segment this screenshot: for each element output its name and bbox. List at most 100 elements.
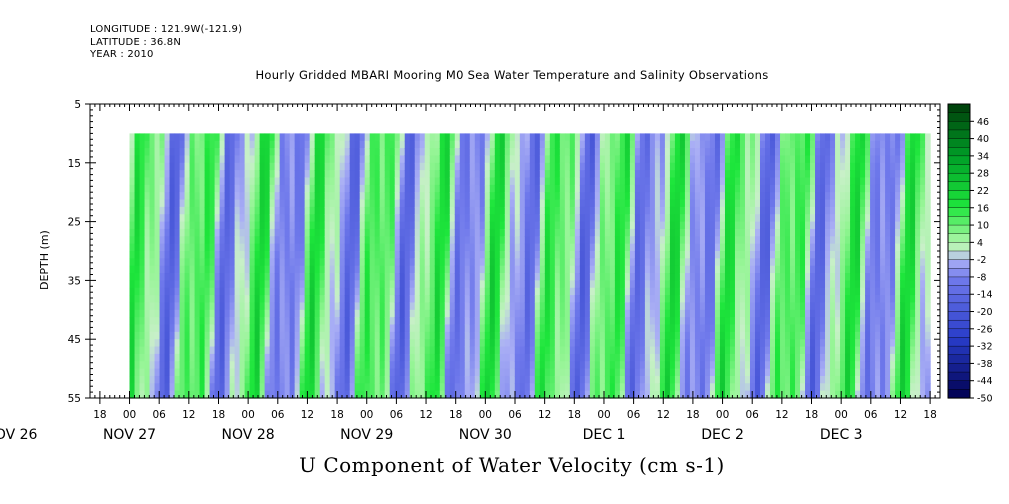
heatmap-cell: [429, 368, 436, 377]
heatmap-cell: [659, 339, 666, 348]
heatmap-cell: [289, 162, 296, 171]
heatmap-cell: [344, 228, 351, 237]
heatmap-cell: [354, 236, 361, 245]
heatmap-cell: [689, 324, 696, 333]
heatmap-cell: [334, 302, 341, 311]
heatmap-cell: [244, 309, 251, 318]
heatmap-cell: [554, 295, 561, 304]
heatmap-cell: [324, 192, 331, 201]
heatmap-cell: [154, 368, 161, 377]
heatmap-cell: [189, 339, 196, 348]
heatmap-cell: [134, 368, 141, 377]
heatmap-cell: [374, 309, 381, 318]
heatmap-cell: [674, 339, 681, 348]
heatmap-cell: [539, 339, 546, 348]
heatmap-cell: [704, 184, 711, 193]
heatmap-cell: [424, 302, 431, 311]
heatmap-cell: [149, 324, 156, 333]
heatmap-cell: [399, 184, 406, 193]
heatmap-cell: [354, 214, 361, 223]
heatmap-cell: [269, 331, 276, 340]
heatmap-cell: [399, 280, 406, 289]
heatmap-cell: [509, 346, 516, 355]
heatmap-cell: [249, 192, 256, 201]
heatmap-cell: [704, 148, 711, 157]
heatmap-cell: [800, 265, 806, 274]
heatmap-cell: [624, 353, 631, 362]
heatmap-cell: [294, 258, 301, 267]
heatmap-cell: [164, 280, 171, 289]
heatmap-cell: [529, 375, 536, 384]
heatmap-cell: [474, 302, 481, 311]
heatmap-cell: [359, 177, 366, 186]
heatmap-cell: [614, 331, 621, 340]
heatmap-cell: [734, 206, 741, 215]
heatmap-cell: [339, 317, 346, 326]
heatmap-cell: [524, 243, 531, 252]
heatmap-cell: [594, 192, 601, 201]
heatmap-cell: [534, 361, 541, 370]
heatmap-cell: [785, 170, 791, 179]
heatmap-cell: [159, 339, 166, 348]
heatmap-cell: [319, 177, 326, 186]
heatmap-cell: [729, 309, 736, 318]
heatmap-cell: [444, 162, 451, 171]
heatmap-cell: [249, 148, 256, 157]
heatmap-cell: [389, 133, 396, 142]
heatmap-cell: [554, 309, 561, 318]
heatmap-cell: [664, 148, 671, 157]
heatmap-cell: [754, 331, 761, 340]
heatmap-cell: [224, 280, 231, 289]
heatmap-cell: [359, 317, 366, 326]
heatmap-cell: [639, 295, 646, 304]
heatmap-cell: [414, 148, 421, 157]
heatmap-cell: [194, 228, 201, 237]
heatmap-cell: [749, 390, 756, 399]
heatmap-cell: [174, 228, 181, 237]
heatmap-cell: [284, 331, 291, 340]
heatmap-cell: [654, 375, 661, 384]
heatmap-cell: [714, 390, 721, 399]
heatmap-cell: [249, 331, 256, 340]
heatmap-cell: [609, 353, 616, 362]
heatmap-cell: [689, 148, 696, 157]
heatmap-cell: [775, 236, 781, 245]
heatmap-cell: [815, 361, 821, 370]
heatmap-cell: [604, 302, 611, 311]
heatmap-cell: [199, 177, 206, 186]
heatmap-cell: [139, 265, 146, 274]
heatmap-cell: [704, 361, 711, 370]
heatmap-cell: [369, 346, 376, 355]
heatmap-cell: [579, 353, 586, 362]
heatmap-cell: [790, 331, 796, 340]
heatmap-cell: [739, 184, 746, 193]
heatmap-cell: [429, 221, 436, 230]
heatmap-cell: [624, 214, 631, 223]
heatmap-cell: [314, 280, 321, 289]
heatmap-cell: [529, 309, 536, 318]
heatmap-cell: [289, 214, 296, 223]
heatmap-cell: [669, 199, 676, 208]
heatmap-cell: [179, 258, 186, 267]
heatmap-cell: [139, 206, 146, 215]
heatmap-cell: [494, 361, 501, 370]
heatmap-cell: [584, 258, 591, 267]
heatmap-cell: [584, 324, 591, 333]
heatmap-cell: [734, 375, 741, 384]
heatmap-cell: [199, 368, 206, 377]
heatmap-cell: [499, 133, 506, 142]
heatmap-cell: [249, 251, 256, 259]
heatmap-cell: [599, 199, 606, 208]
heatmap-cell: [770, 361, 776, 370]
heatmap-cell: [649, 383, 656, 392]
heatmap-cell: [364, 251, 371, 259]
heatmap-cell: [349, 331, 356, 340]
heatmap-cell: [359, 324, 366, 333]
heatmap-cell: [424, 368, 431, 377]
heatmap-cell: [474, 331, 481, 340]
heatmap-cell: [289, 317, 296, 326]
heatmap-cell: [339, 324, 346, 333]
heatmap-cell: [344, 324, 351, 333]
heatmap-cell: [780, 390, 786, 399]
heatmap-cell: [394, 309, 401, 318]
